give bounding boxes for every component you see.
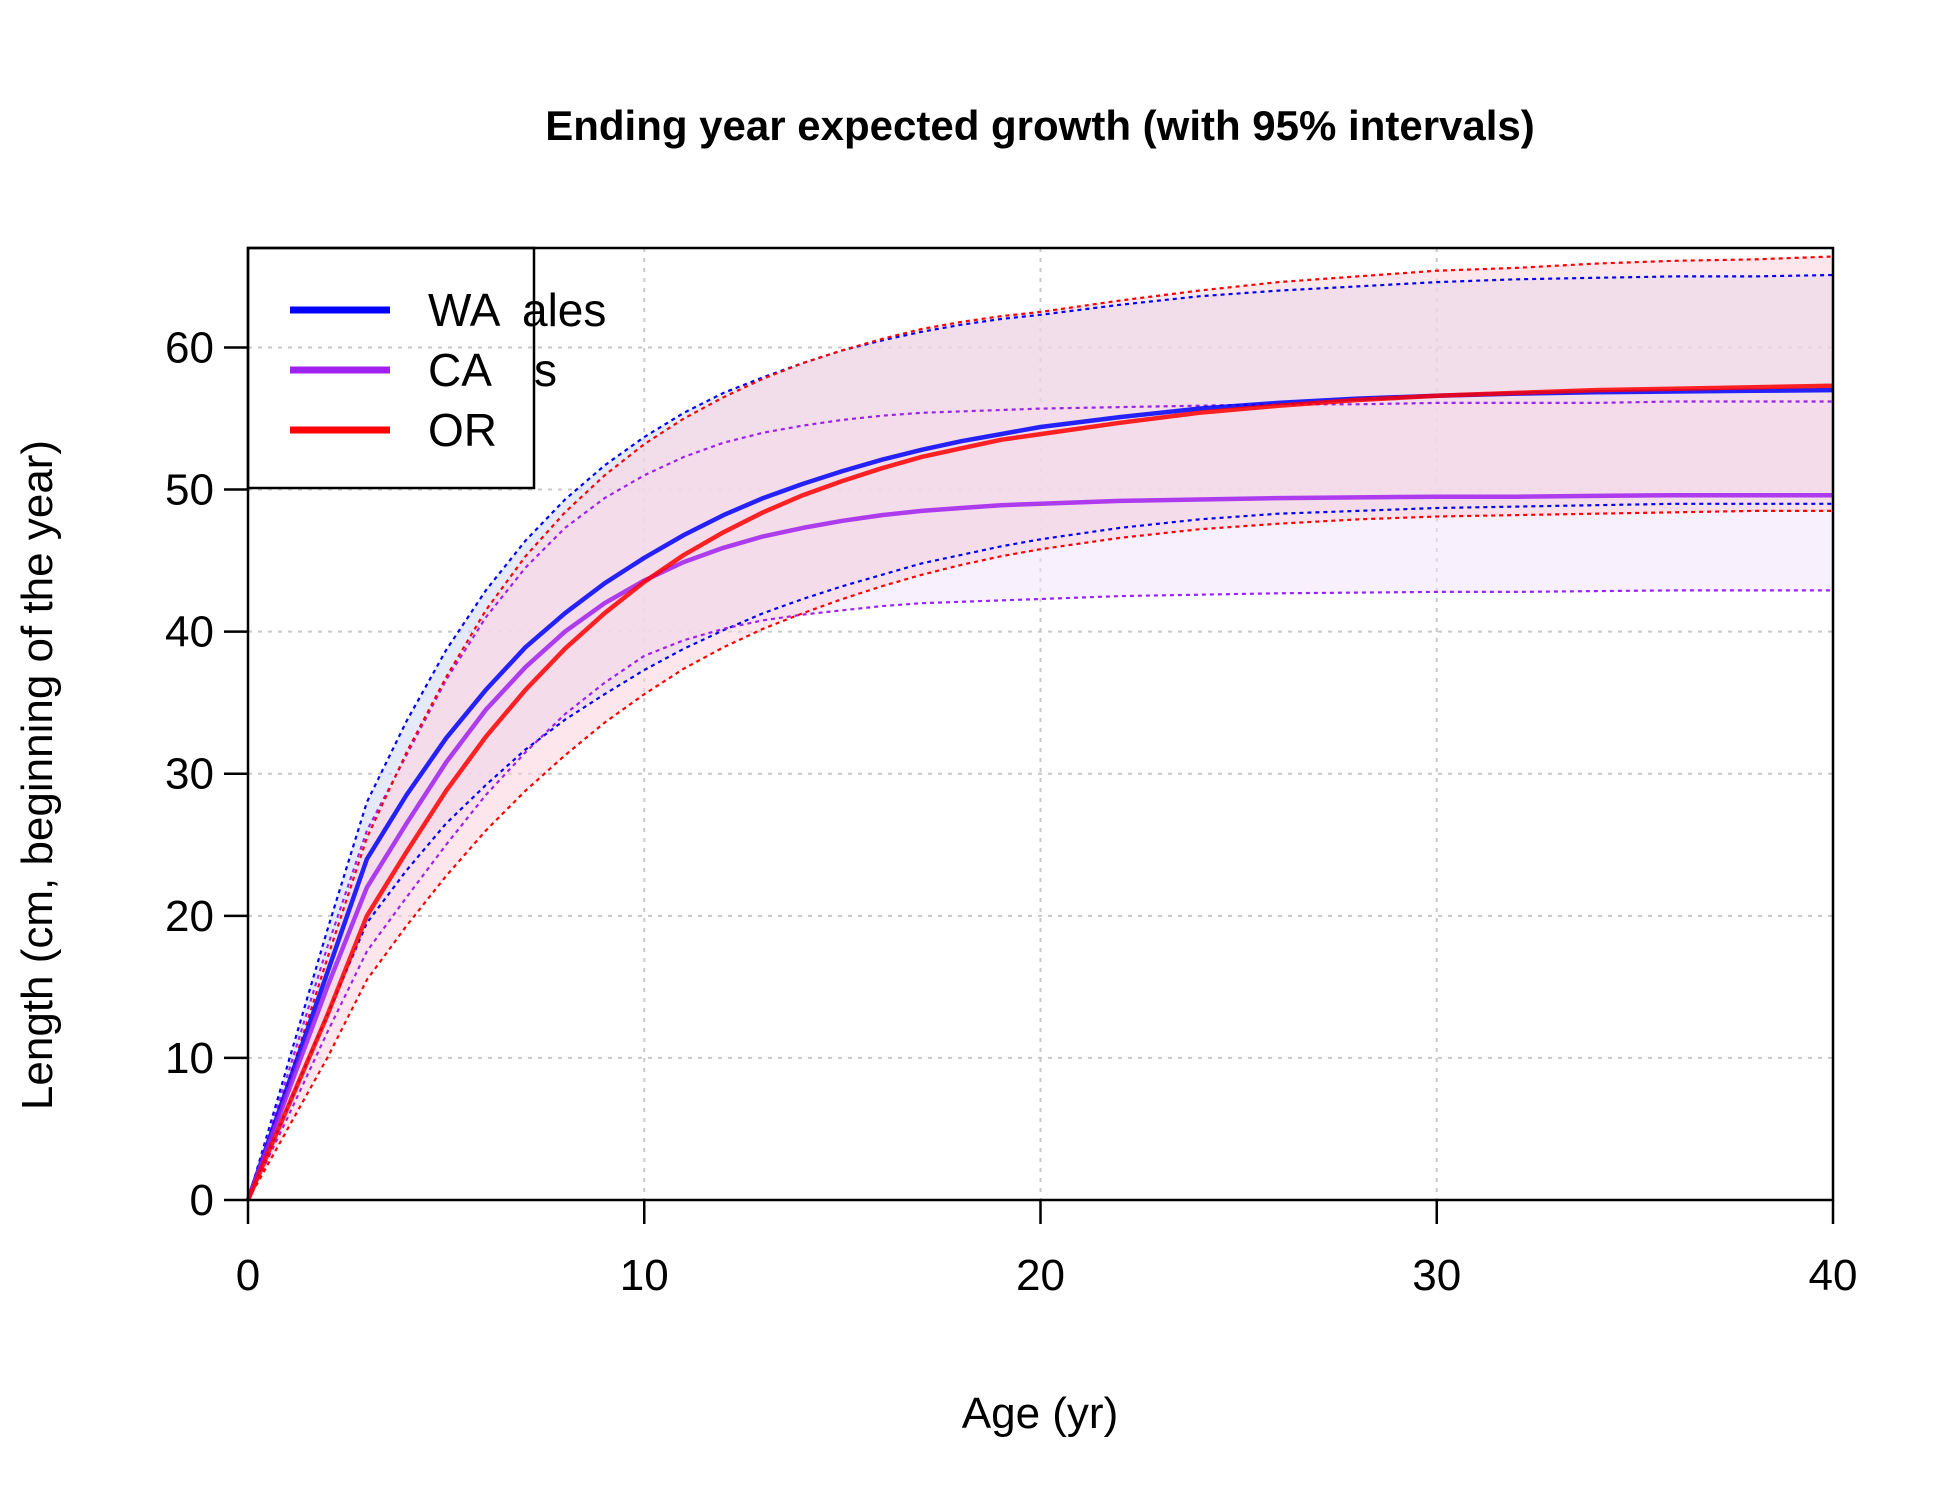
y-tick-label: 50	[165, 466, 214, 515]
series-lines	[245, 383, 1834, 1201]
x-tick-label: 10	[620, 1251, 669, 1300]
upper-bound-or	[246, 255, 1834, 1201]
legend-label-ca: CA	[428, 344, 492, 396]
x-tick-label: 0	[236, 1251, 260, 1300]
upper-bound-ca	[246, 400, 1833, 1201]
interval-lines	[246, 255, 1834, 1201]
series-line-ca	[245, 492, 1833, 1201]
y-tick-label: 10	[165, 1034, 214, 1083]
legend: ales s WA CA OR	[246, 246, 606, 490]
x-tick-label: 30	[1412, 1251, 1461, 1300]
legend-box	[246, 246, 536, 490]
lower-bound-wa	[246, 502, 1833, 1201]
interval-bands	[248, 256, 1833, 1200]
y-axis-label: Length (cm, beginning of the year)	[13, 440, 62, 1110]
y-tick-label: 30	[165, 750, 214, 799]
band-or	[248, 256, 1833, 1200]
y-tick-label: 60	[165, 323, 214, 372]
x-axis-label: Age (yr)	[962, 1389, 1118, 1438]
legend-hidden-text-1: ales	[522, 284, 606, 336]
x-tick-label: 40	[1809, 1251, 1858, 1300]
series-line-or	[245, 383, 1834, 1201]
x-tick-label: 20	[1016, 1251, 1065, 1300]
y-tick-label: 0	[190, 1176, 214, 1225]
chart-title: Ending year expected growth (with 95% in…	[545, 102, 1535, 149]
y-tick-label: 20	[165, 892, 214, 941]
legend-label-wa: WA	[428, 284, 501, 336]
lower-bound-ca	[247, 589, 1833, 1201]
legend-hidden-text-2: s	[534, 344, 557, 396]
legend-label-or: OR	[428, 404, 497, 456]
lower-bound-or	[247, 509, 1833, 1201]
axes: 0 10 20 30 40 0 10 20 30 40 50 60	[165, 323, 1857, 1300]
y-tick-label: 40	[165, 608, 214, 657]
